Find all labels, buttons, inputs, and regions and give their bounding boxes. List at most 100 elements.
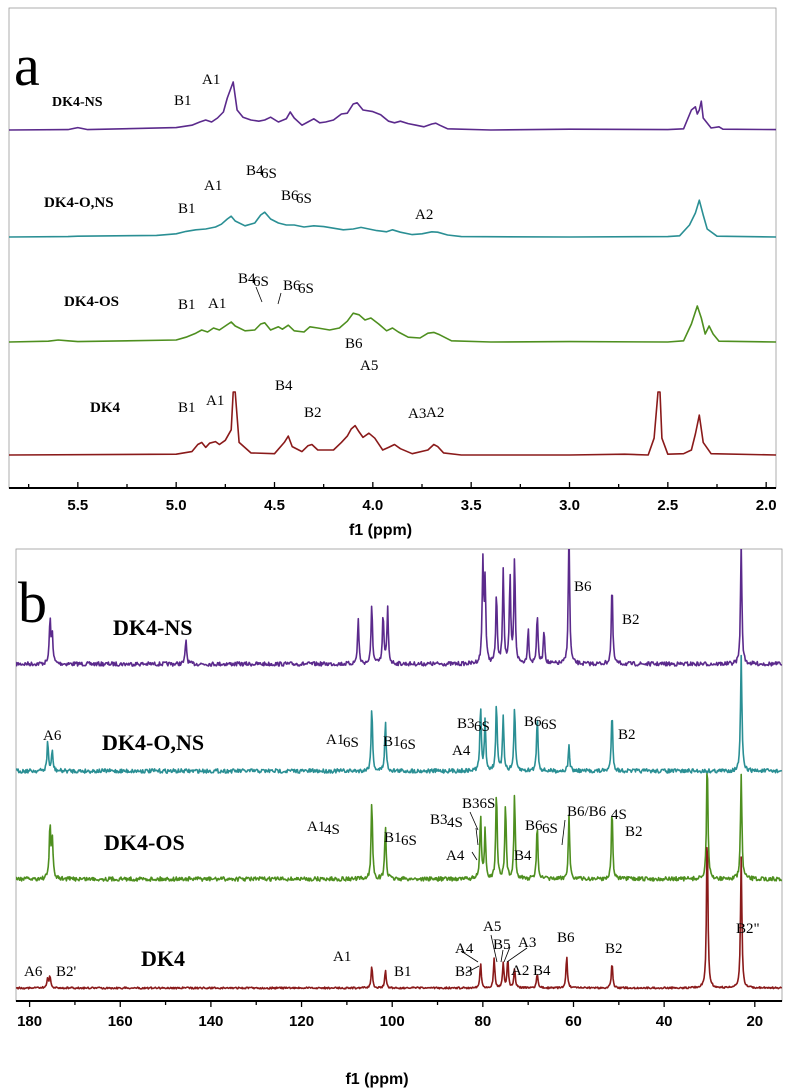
peak-label: A4 xyxy=(446,848,465,864)
peak-label: 4S xyxy=(324,822,340,838)
spectrum-line xyxy=(16,549,782,667)
peak-label: B2" xyxy=(736,921,760,937)
x-tick-label: 4.5 xyxy=(264,497,285,514)
peak-label: B6 xyxy=(557,930,575,946)
peak-label: 4S xyxy=(611,807,627,823)
x-tick-label: 2.0 xyxy=(756,497,777,514)
peak-label: A5 xyxy=(483,919,501,935)
x-tick-label: 100 xyxy=(380,1013,405,1030)
label-leader xyxy=(469,811,479,831)
label-leader xyxy=(471,851,478,861)
x-tick-label: 20 xyxy=(746,1013,763,1030)
peak-label: B1 xyxy=(178,400,196,416)
peak-label: A5 xyxy=(360,358,378,374)
peak-label: B2' xyxy=(56,964,77,980)
label-leader xyxy=(490,934,498,963)
peak-label: B6 xyxy=(281,188,299,204)
peak-label: B3 xyxy=(430,812,448,828)
peak-label: A2 xyxy=(426,405,444,421)
peak-label: B36S xyxy=(462,796,495,812)
peak-label: A1 xyxy=(208,296,226,312)
peak-label: 6S xyxy=(253,274,269,290)
peak-label: A4 xyxy=(455,941,474,957)
x-tick-label: 4.0 xyxy=(362,497,383,514)
peak-label: B4 xyxy=(275,378,293,394)
x-tick-label: 160 xyxy=(108,1013,133,1030)
label-leader xyxy=(506,947,528,963)
label-leader xyxy=(503,946,511,963)
series-name: DK4-NS xyxy=(113,615,192,640)
peak-label: B6 xyxy=(525,818,543,834)
x-tick-label: 140 xyxy=(198,1013,223,1030)
peak-label: B1 xyxy=(394,964,412,980)
peak-label: B2 xyxy=(304,405,322,421)
series-name: DK4-OS xyxy=(64,294,119,310)
peak-label: B6 xyxy=(283,278,301,294)
peak-label: B3 xyxy=(457,716,475,732)
spectrum-line xyxy=(16,846,782,990)
x-tick-label: 40 xyxy=(656,1013,673,1030)
peak-label: B1 xyxy=(178,297,196,313)
peak-label: 6S xyxy=(542,821,558,837)
peak-label: B4 xyxy=(246,163,264,179)
peak-label: A4 xyxy=(452,743,471,759)
peak-label: B2 xyxy=(618,727,636,743)
peak-label: B6 xyxy=(524,714,542,730)
peak-label: B6 xyxy=(345,336,363,352)
peak-label: 6S xyxy=(298,281,314,297)
spectrum-line xyxy=(9,81,776,131)
peak-label: B4 xyxy=(533,963,551,979)
x-tick-label: 60 xyxy=(565,1013,582,1030)
peak-label: 6S xyxy=(296,191,312,207)
peak-label: A2 xyxy=(511,963,529,979)
series-name: DK4-O,NS xyxy=(102,730,204,755)
peak-label: B4 xyxy=(514,848,532,864)
series-name: DK4 xyxy=(141,946,185,971)
x-tick-label: 5.0 xyxy=(166,497,187,514)
peak-label: A3 xyxy=(408,406,426,422)
label-leader xyxy=(465,965,480,974)
peak-label: A6 xyxy=(43,728,62,744)
x-tick-label: 3.0 xyxy=(559,497,580,514)
peak-label: 4S xyxy=(447,815,463,831)
x-axis-title: f1 (ppm) xyxy=(345,1071,408,1088)
peak-label: 6S xyxy=(474,719,490,735)
peak-label: A1 xyxy=(307,819,325,835)
label-leader xyxy=(561,819,566,846)
spectrum-line xyxy=(9,199,776,238)
series-name: DK4 xyxy=(90,400,121,416)
label-leader xyxy=(500,949,504,963)
peak-label: A1 xyxy=(333,949,351,965)
peak-label: B2 xyxy=(622,612,640,628)
spectrum-line xyxy=(9,305,776,343)
x-tick-label: 2.5 xyxy=(657,497,678,514)
x-tick-label: 120 xyxy=(289,1013,314,1030)
label-leader xyxy=(475,827,479,846)
peak-label: A1 xyxy=(202,72,220,88)
peak-label: B1 xyxy=(383,734,401,750)
peak-label: B4 xyxy=(238,271,256,287)
label-leader xyxy=(255,286,263,303)
x-tick-label: 3.5 xyxy=(461,497,482,514)
peak-label: 6S xyxy=(400,737,416,753)
label-leader xyxy=(460,950,479,963)
label-leader xyxy=(277,292,282,305)
peak-label: 6S xyxy=(401,833,417,849)
peak-label: B1 xyxy=(384,830,402,846)
x-tick-label: 80 xyxy=(475,1013,492,1030)
peak-label: 6S xyxy=(343,735,359,751)
peak-label: 6S xyxy=(261,166,277,182)
peak-label: A3 xyxy=(518,935,536,951)
peak-label: B2 xyxy=(625,824,643,840)
x-tick-label: 5.5 xyxy=(67,497,88,514)
series-name: DK4-OS xyxy=(104,830,185,855)
peak-label: B6/B6 xyxy=(567,804,607,820)
x-axis-title: f1 (ppm) xyxy=(349,522,412,539)
peak-label: A2 xyxy=(415,207,433,223)
series-name: DK4-NS xyxy=(52,95,103,110)
peak-label: B5 xyxy=(493,937,511,953)
spectrum-line xyxy=(9,391,776,456)
peak-label: A1 xyxy=(326,732,344,748)
peak-label: B1 xyxy=(174,93,192,109)
